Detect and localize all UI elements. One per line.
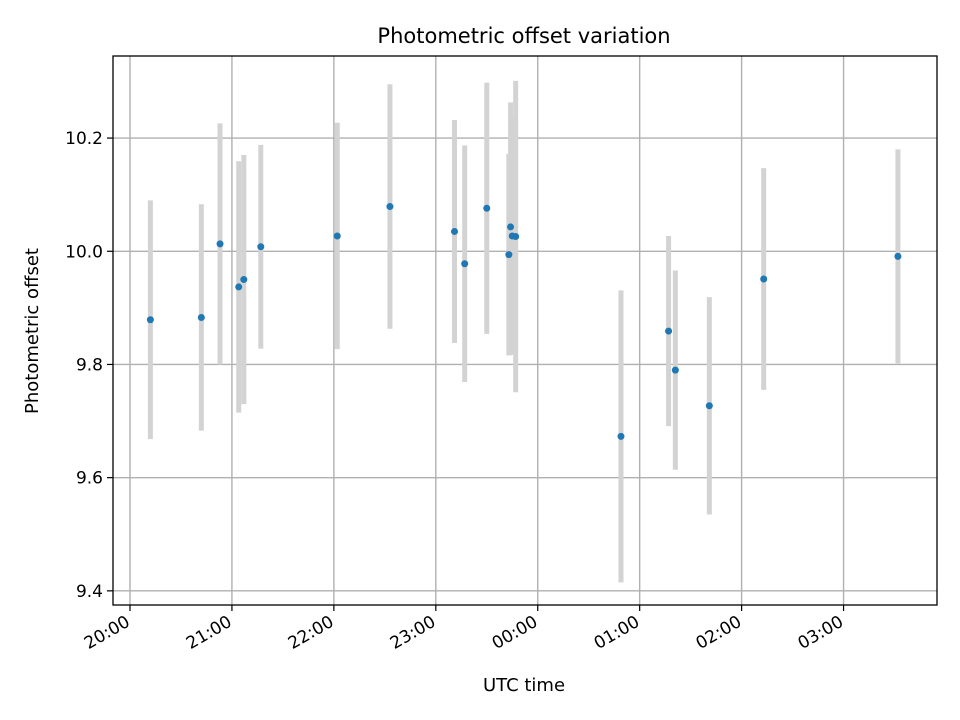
data-points	[146, 203, 902, 440]
y-tick-label: 10.0	[65, 242, 103, 262]
data-point	[461, 260, 469, 268]
data-point	[197, 313, 205, 321]
x-axis-label: UTC time	[483, 675, 565, 696]
data-point	[333, 232, 341, 240]
data-point	[240, 276, 248, 284]
data-point	[507, 223, 515, 231]
data-point	[146, 316, 154, 324]
data-point	[760, 275, 768, 283]
data-point	[512, 233, 520, 241]
data-point	[235, 283, 243, 291]
y-tick-label: 9.8	[76, 355, 103, 375]
data-point	[450, 227, 458, 235]
data-point	[671, 366, 679, 374]
y-axis-label: Photometric offset	[22, 248, 43, 414]
data-point	[257, 243, 265, 251]
data-point	[665, 327, 673, 335]
data-point	[216, 240, 224, 248]
data-point	[894, 252, 902, 260]
chart-title: Photometric offset variation	[377, 24, 670, 48]
grid-lines	[113, 56, 937, 605]
data-point	[483, 204, 491, 212]
data-point	[505, 251, 513, 259]
y-axis-ticks: 9.4 9.6 9.8 10.0 10.2	[65, 129, 113, 602]
plot-frame	[112, 55, 938, 606]
y-tick-label: 9.6	[76, 469, 103, 489]
data-point	[705, 402, 713, 410]
data-point	[386, 203, 394, 211]
plot-area	[112, 55, 938, 606]
y-tick-label: 9.4	[76, 582, 103, 602]
data-point	[617, 432, 625, 440]
y-tick-label: 10.2	[65, 129, 103, 149]
